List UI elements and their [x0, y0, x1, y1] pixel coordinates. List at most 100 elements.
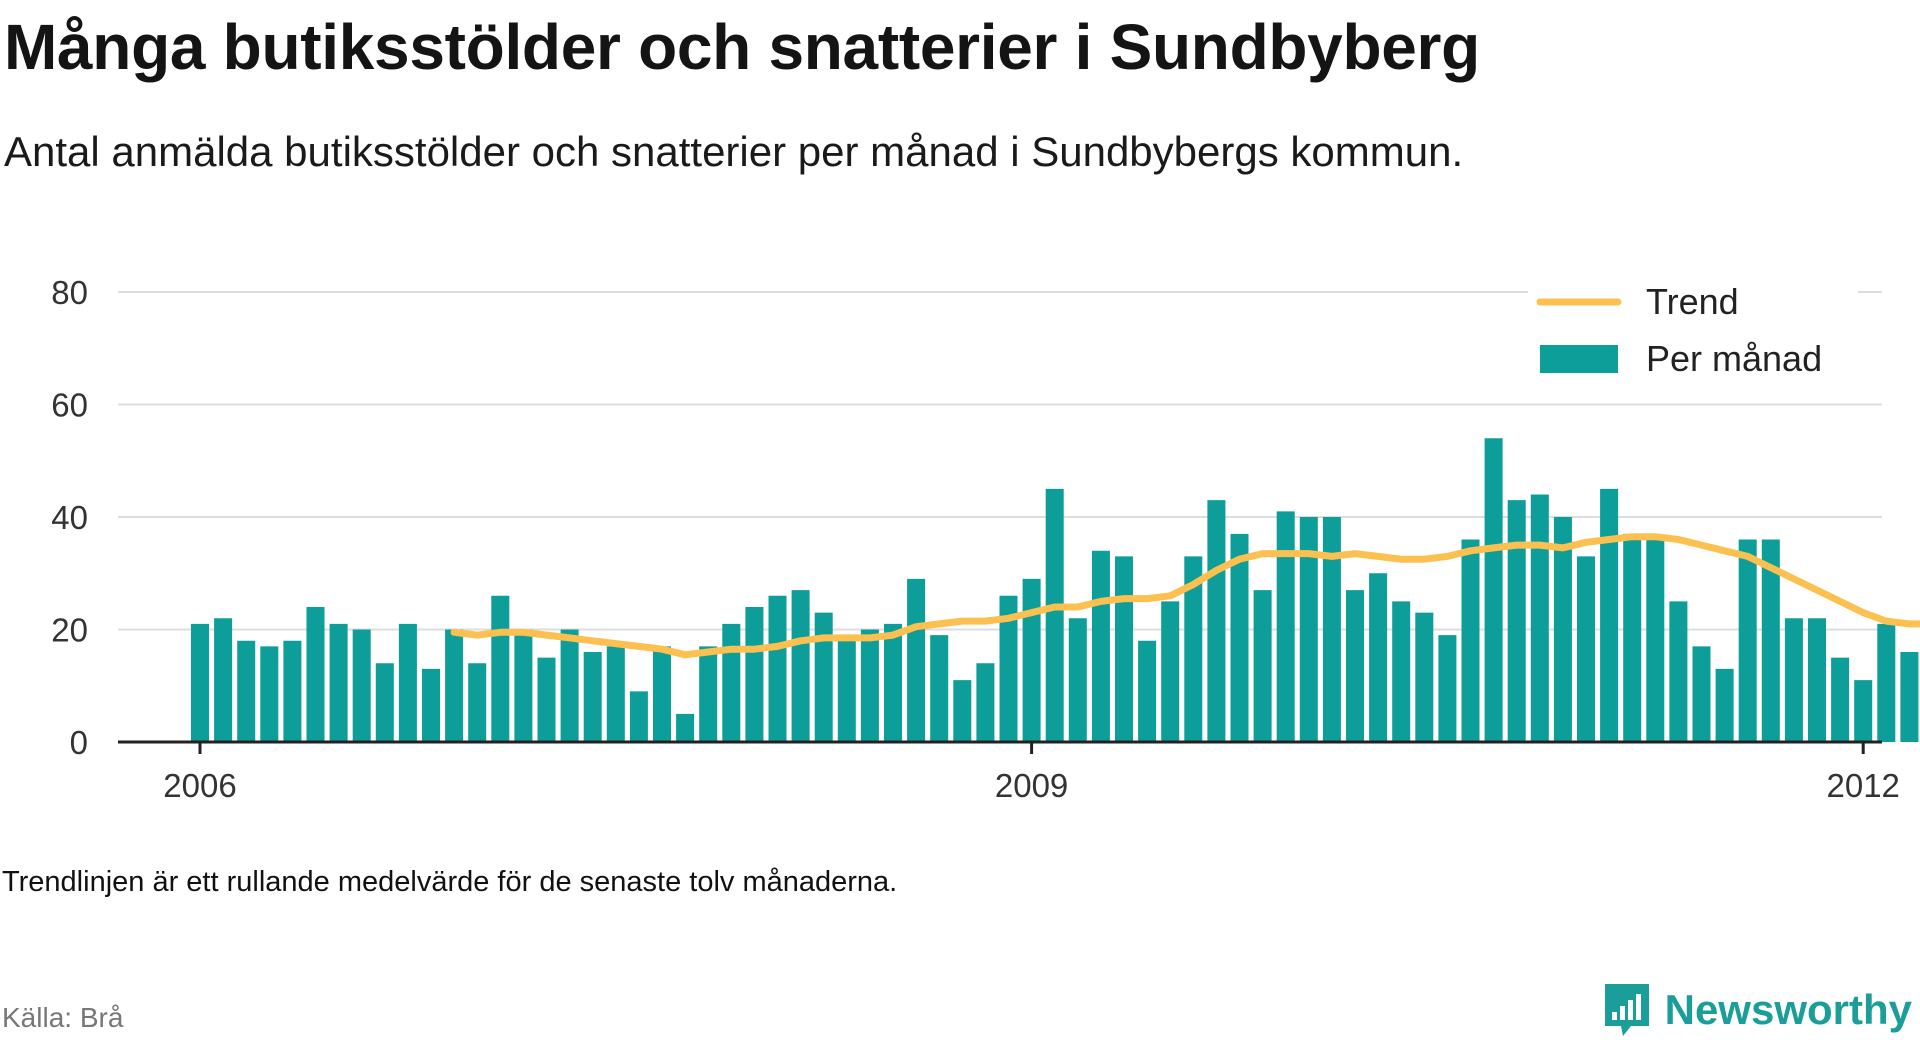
bar: [699, 646, 718, 742]
bar: [352, 629, 371, 742]
bar: [883, 623, 903, 742]
bar: [1507, 500, 1526, 742]
bar: [583, 652, 602, 742]
bar: [1831, 657, 1850, 742]
y-tick-label: 40: [51, 499, 88, 536]
bar: [768, 595, 787, 742]
legend-bar-swatch: [1540, 345, 1618, 373]
bar: [1623, 533, 1642, 742]
legend-bar-label: Per månad: [1646, 338, 1822, 379]
bar: [1369, 573, 1388, 742]
bar: [1692, 646, 1711, 742]
bar: [907, 578, 926, 742]
bar: [445, 629, 464, 742]
bar: [930, 635, 949, 742]
bar: [953, 680, 972, 742]
bar: [1576, 556, 1596, 742]
bar: [190, 623, 210, 742]
legend-trend-label: Trend: [1646, 281, 1739, 322]
bar: [329, 623, 348, 742]
bar: [999, 595, 1018, 742]
chart-subtitle: Antal anmälda butiksstölder och snatteri…: [4, 128, 1464, 175]
bar: [1161, 601, 1180, 742]
bar: [514, 629, 533, 742]
chart: 0204060802006200920122015201820212023 Tr…: [51, 274, 1920, 804]
legend-bg: [1528, 278, 1858, 396]
bar: [1784, 618, 1803, 742]
footnote: Trendlinjen är ett rullande medelvärde f…: [2, 866, 898, 898]
bar: [722, 623, 741, 742]
bar: [976, 663, 995, 742]
trend-path: [450, 533, 1920, 659]
bars-per-manad: [190, 438, 1919, 742]
bar: [1854, 680, 1873, 742]
bar: [537, 657, 556, 742]
bar: [421, 668, 441, 742]
bar: [560, 629, 579, 742]
bar: [1877, 623, 1896, 742]
bar: [791, 590, 810, 742]
bar: [1068, 618, 1087, 742]
bar: [1253, 590, 1272, 742]
brand-name: Newsworthy: [1664, 986, 1912, 1033]
x-tick-label: 2009: [995, 767, 1068, 804]
bar: [1438, 635, 1457, 742]
bar: [1184, 556, 1203, 742]
bar: [1669, 601, 1688, 742]
bar: [237, 640, 256, 742]
bar: [1553, 517, 1572, 742]
bar: [629, 691, 648, 742]
bar: [1738, 539, 1757, 742]
x-tick-label: 2012: [1826, 767, 1899, 804]
bar: [1715, 668, 1734, 742]
source-label: Källa: Brå: [2, 1002, 124, 1033]
bar: [260, 646, 279, 742]
bar: [1392, 601, 1411, 742]
bar: [1138, 640, 1157, 742]
bar: [214, 618, 233, 742]
bar: [1045, 488, 1064, 742]
bar: [1807, 618, 1827, 742]
y-tick-label: 80: [51, 274, 88, 311]
chart-title: Många butiksstölder och snatterier i Sun…: [4, 11, 1480, 83]
bar: [1022, 578, 1041, 742]
bar: [1207, 500, 1226, 742]
bar: [1600, 488, 1619, 742]
bar: [1114, 556, 1134, 742]
y-tick-label: 0: [70, 724, 88, 761]
bar: [1461, 539, 1480, 742]
bar: [283, 640, 302, 742]
legend: Trend Per månad: [1528, 278, 1858, 396]
bar: [1299, 517, 1318, 742]
bar: [1900, 652, 1919, 742]
bar: [1091, 550, 1110, 742]
bar: [814, 612, 833, 742]
bar: [306, 607, 325, 742]
bar: [1322, 517, 1341, 742]
bar: [745, 607, 764, 742]
bar: [398, 623, 417, 742]
brand[interactable]: Newsworthy: [1601, 980, 1912, 1040]
bar: [1484, 438, 1503, 742]
x-tick-label: 2006: [163, 767, 236, 804]
bar: [606, 646, 625, 742]
y-tick-label: 20: [51, 612, 88, 649]
bar: [676, 713, 695, 742]
trend-line: [450, 533, 1920, 659]
bar: [1345, 590, 1365, 742]
bar: [375, 663, 394, 742]
bar: [837, 640, 856, 742]
bar: [1761, 539, 1780, 742]
y-tick-label: 60: [51, 387, 88, 424]
bar: [491, 595, 510, 742]
bar: [1415, 612, 1434, 742]
bar: [1530, 494, 1549, 742]
bar: [652, 646, 672, 742]
bar: [1230, 533, 1249, 742]
newsworthy-logo-icon: [1604, 984, 1649, 1036]
axes: 0204060802006200920122015201820212023: [51, 274, 1900, 804]
bar: [1646, 539, 1665, 742]
bar: [860, 629, 879, 742]
bar: [468, 663, 487, 742]
bar: [1276, 511, 1295, 742]
